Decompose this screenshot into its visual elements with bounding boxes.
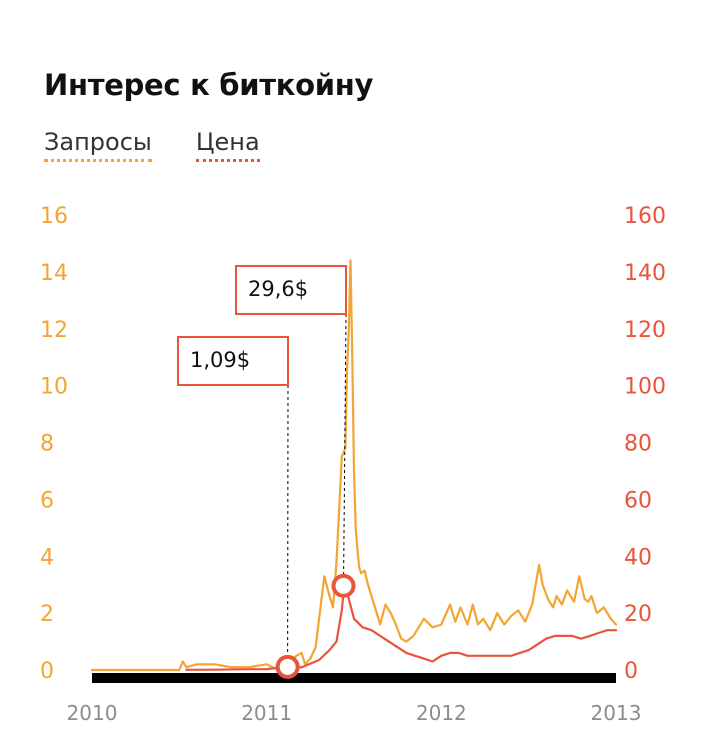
y-left-tick-label: 12 [40,318,68,343]
y-right-tick-label: 60 [624,488,652,513]
annotation-label: 1,09$ [190,348,250,372]
y-left-tick-label: 14 [40,261,68,286]
x-tick-label: 2011 [241,701,292,725]
x-axis-bar [92,673,616,683]
y-right-tick-labels: 0 20 40 60 80 100 120 140 160 [624,204,666,684]
y-left-tick-label: 6 [40,488,54,513]
chart-legend: Запросы Цена [44,128,260,162]
y-left-tick-label: 2 [40,602,54,627]
legend-item-price[interactable]: Цена [195,128,260,162]
chart-title: Интерес к биткойну [44,68,374,102]
y-right-tick-label: 20 [624,602,652,627]
y-left-tick-labels: 0 2 4 6 8 10 12 14 16 [40,204,68,684]
x-tick-label: 2013 [591,701,642,725]
x-tick-labels: 2010 2011 2012 2013 [67,701,642,725]
y-right-tick-label: 100 [624,375,666,400]
annotation-marker[interactable] [275,654,300,679]
series-layer [90,259,618,672]
x-tick-label: 2012 [416,701,467,725]
y-left-tick-label: 0 [40,659,54,684]
series-line-requests [90,259,618,672]
y-right-tick-label: 40 [624,545,652,570]
y-right-tick-label: 120 [624,318,666,343]
y-left-tick-label: 16 [40,204,68,229]
annotation-label: 29,6$ [248,277,308,301]
y-right-tick-label: 160 [624,204,666,229]
y-left-tick-label: 8 [40,432,54,457]
annotation-box [177,336,289,386]
x-tick-label: 2010 [67,701,118,725]
y-right-tick-label: 140 [624,261,666,286]
y-left-tick-label: 4 [40,545,54,570]
annotations-layer: 1,09$ 29,6$ [177,265,356,679]
series-line-price [185,584,618,671]
y-right-tick-label: 0 [624,659,638,684]
y-right-tick-label: 80 [624,432,652,457]
legend-item-requests[interactable]: Запросы [44,128,152,162]
annotation-box [235,265,347,315]
annotation-marker[interactable] [331,573,356,598]
y-left-tick-label: 10 [40,375,68,400]
